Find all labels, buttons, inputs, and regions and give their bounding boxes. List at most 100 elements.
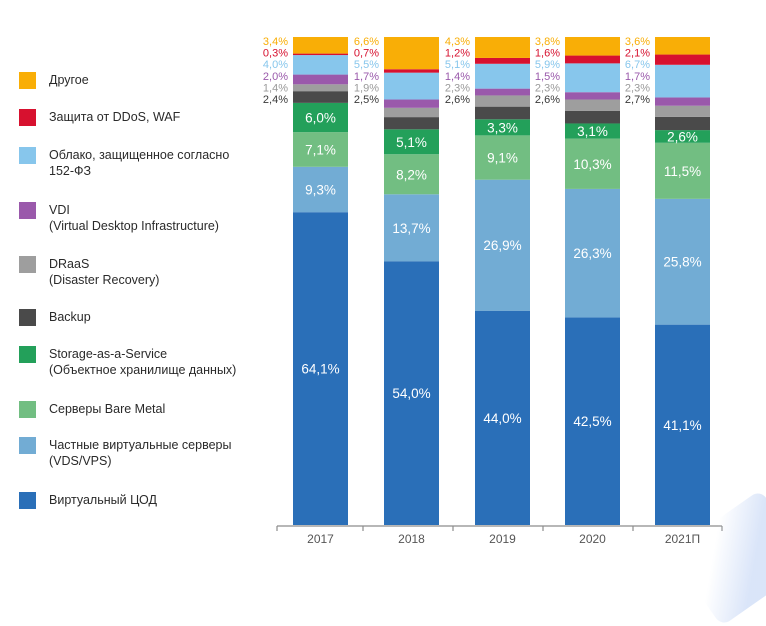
bar-segment — [655, 97, 710, 106]
legend-item: Частные виртуальные серверы (VDS/VPS) — [19, 437, 231, 469]
data-label-outside: 3,8% — [535, 36, 560, 48]
legend-swatch — [19, 109, 36, 126]
legend-label: Частные виртуальные серверы (VDS/VPS) — [49, 438, 232, 468]
bar-segment — [475, 95, 530, 107]
data-label-outside: 1,9% — [354, 82, 379, 94]
legend-label: Storage-as-a-Service (Объектное хранилищ… — [49, 347, 237, 377]
bar-segment — [384, 37, 439, 70]
bar-segment — [293, 91, 348, 103]
bar-segment — [475, 119, 530, 136]
data-label: 3,1% — [577, 124, 608, 139]
bar-segment — [384, 117, 439, 130]
legend-label: Защита от DDoS, WAF — [49, 110, 181, 124]
legend-label: Виртуальный ЦОД — [49, 493, 157, 507]
legend-swatch — [19, 72, 36, 89]
data-label-outside: 1,6% — [535, 48, 560, 60]
data-label-outside: 0,3% — [263, 48, 288, 60]
bar-segment — [384, 129, 439, 155]
bar-segment — [475, 310, 530, 525]
data-label-outside: 3,6% — [625, 36, 650, 48]
bar-segment — [475, 135, 530, 180]
bar-segment — [293, 102, 348, 133]
legend-item: Облако, защищенное согласно 152-ФЗ — [19, 147, 229, 179]
data-label: 8,2% — [396, 167, 427, 182]
data-label: 25,8% — [663, 255, 701, 270]
chart-legend: Другое Защита от DDoS, WAF Облако, защищен… — [0, 0, 270, 563]
x-tick-label: 2017 — [307, 532, 334, 546]
bar-segment — [475, 37, 530, 58]
bar-segment — [384, 194, 439, 262]
data-label-outside: 2,0% — [263, 71, 288, 83]
bar-segment — [565, 110, 620, 124]
legend-label: Серверы Bare Metal — [49, 402, 166, 416]
data-label: 41,1% — [663, 418, 701, 433]
legend-item: Storage-as-a-Service (Объектное хранилищ… — [19, 346, 236, 378]
bar-segment — [384, 261, 439, 525]
data-label-outside: 2,7% — [625, 94, 650, 106]
bar-segment — [655, 198, 710, 325]
bar-segment — [475, 106, 530, 120]
bar-segment — [475, 63, 530, 89]
legend-swatch — [19, 437, 36, 454]
data-label-outside: 2,4% — [263, 94, 288, 106]
legend-item: Виртуальный ЦОД — [19, 492, 157, 509]
data-label: 9,1% — [487, 151, 518, 166]
legend-label: VDI (Virtual Desktop Infrastructure) — [49, 203, 219, 233]
data-label-outside: 2,3% — [625, 82, 650, 94]
data-label-outside: 4,0% — [263, 59, 288, 71]
legend-swatch — [19, 256, 36, 273]
bar-segment — [475, 57, 530, 64]
bar-segment — [655, 324, 710, 525]
legend-swatch — [19, 346, 36, 363]
legend-label: Другое — [49, 73, 89, 87]
data-label-outside: 2,3% — [535, 82, 560, 94]
data-label: 9,3% — [305, 183, 336, 198]
bar-segment — [655, 142, 710, 199]
data-label-outside: 1,4% — [445, 71, 470, 83]
bar-segment — [293, 212, 348, 525]
bar-segment — [384, 107, 439, 118]
data-label-outside: 2,1% — [625, 48, 650, 60]
x-tick-label: 2018 — [398, 532, 425, 546]
legend-swatch — [19, 147, 36, 164]
bar-segment — [475, 88, 530, 96]
bar-segment — [655, 130, 710, 143]
bar-segment — [293, 53, 348, 56]
bar-segment — [565, 317, 620, 525]
bar-segment — [655, 105, 710, 117]
legend-item: DRaaS (Disaster Recovery) — [19, 256, 159, 288]
data-label-outside: 2,6% — [535, 94, 560, 106]
legend-swatch — [19, 401, 36, 418]
data-label-outside: 6,7% — [625, 59, 650, 71]
data-label-outside: 1,2% — [445, 48, 470, 60]
bar-segment — [565, 92, 620, 100]
data-label: 10,3% — [573, 157, 611, 172]
data-label-outside: 2,6% — [445, 94, 470, 106]
bar-segment — [293, 84, 348, 92]
data-label: 5,1% — [396, 135, 427, 150]
bar-segment — [293, 132, 348, 167]
legend-swatch — [19, 492, 36, 509]
data-label: 26,9% — [483, 238, 521, 253]
data-label: 11,5% — [664, 164, 701, 179]
bar-segment — [565, 123, 620, 139]
bar-segment — [565, 63, 620, 93]
bar-segment — [384, 154, 439, 195]
data-label-outside: 0,7% — [354, 48, 379, 60]
x-tick-label: 2020 — [579, 532, 606, 546]
data-label: 44,0% — [483, 411, 521, 426]
data-label-outside: 1,7% — [354, 71, 379, 83]
bar-segment — [384, 99, 439, 108]
data-label-outside: 2,3% — [445, 82, 470, 94]
data-label-outside: 2,5% — [354, 94, 379, 106]
legend-label: Backup — [49, 310, 91, 324]
data-label-outside: 1,7% — [625, 71, 650, 83]
bar-segment — [565, 55, 620, 64]
data-label-outside: 4,3% — [445, 36, 470, 48]
legend-label: Облако, защищенное согласно 152-ФЗ — [49, 148, 230, 178]
legend-item: Защита от DDoS, WAF — [19, 109, 180, 126]
legend-item: Серверы Bare Metal — [19, 401, 165, 418]
data-label-outside: 1,4% — [263, 82, 288, 94]
bar-segment — [384, 69, 439, 73]
stacked-bar-chart: 64,1%9,3%7,1%6,0%3,4%0,3%4,0%2,0%1,4%2,4… — [263, 36, 723, 546]
